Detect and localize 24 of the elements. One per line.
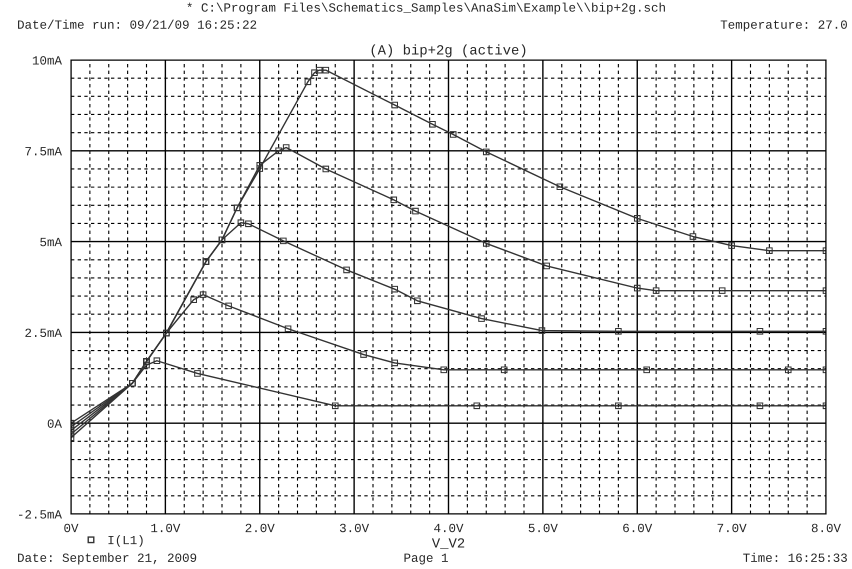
x-tick-label: 4.0V bbox=[434, 524, 464, 532]
text: * C:\Program Files\Schematics_Samples\AnaSim\Example\\bip+2g.sch bbox=[187, 2, 665, 14]
x-tick-label: 3.0V bbox=[340, 524, 370, 532]
y-tick-label: 7.5mA bbox=[25, 147, 62, 156]
x-tick-label: 2.0V bbox=[246, 524, 275, 532]
x-tick-label: 5.0V bbox=[528, 524, 558, 532]
x-tick-label: 6.0V bbox=[623, 524, 652, 532]
x-tick-label: 0V bbox=[64, 524, 78, 532]
y-tick-label: -2.5mA bbox=[19, 510, 62, 519]
text: Date/Time run: 09/21/09 16:25:22 bbox=[18, 20, 256, 29]
text: Temperature: 27.0 bbox=[720, 20, 847, 32]
y-tick-label: 5mA bbox=[40, 238, 62, 246]
legend-label: I(L1) bbox=[108, 535, 143, 547]
x-tick-label: 1.0V bbox=[151, 524, 180, 532]
x-tick-label: 7.0V bbox=[718, 524, 747, 532]
text: Page 1 bbox=[404, 554, 448, 564]
text: Date: September 21, 2009 bbox=[18, 552, 196, 564]
y-tick-label: 2.5mA bbox=[25, 328, 62, 338]
y-tick-label: 10mA bbox=[32, 56, 62, 65]
x-tick-label: 8.0V bbox=[812, 524, 841, 532]
y-tick-label: 0A bbox=[48, 419, 62, 428]
x-axis-title: V_V2 bbox=[432, 538, 464, 550]
text: Time: 16:25:33 bbox=[743, 552, 847, 562]
chart-title: (A) bip+2g (active) bbox=[372, 44, 526, 58]
